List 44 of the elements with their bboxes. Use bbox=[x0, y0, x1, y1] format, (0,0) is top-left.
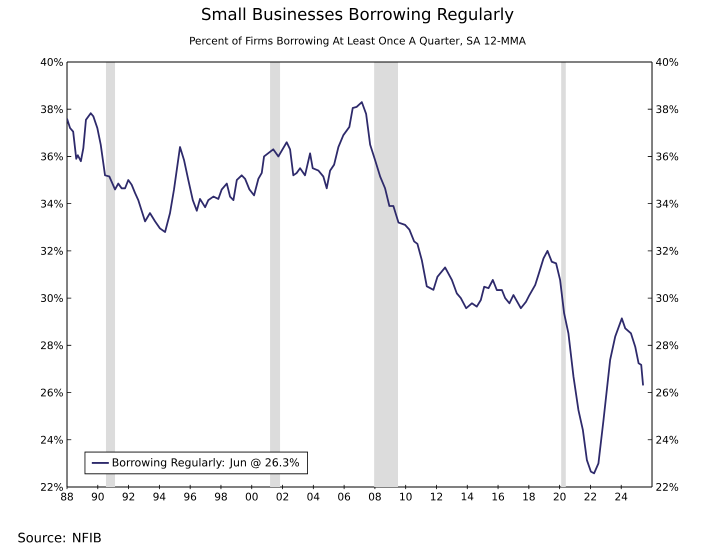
x-tick-label: 00 bbox=[246, 492, 258, 501]
x-tick-label: 90 bbox=[92, 492, 104, 501]
x-tick-label: 04 bbox=[307, 492, 320, 501]
y2-tick-label: 24% bbox=[656, 436, 678, 444]
source-note: Source: NFIB bbox=[18, 532, 101, 542]
x-tick-label: 98 bbox=[214, 492, 227, 501]
x-tick-label: 14 bbox=[462, 492, 474, 500]
x-tick-label: 02 bbox=[276, 492, 288, 501]
y2-tick-label: 34% bbox=[656, 200, 678, 208]
y2-tick-label: 38% bbox=[656, 105, 678, 114]
y-tick-label: 34% bbox=[41, 200, 63, 208]
x-tick-label: 22 bbox=[584, 492, 596, 500]
y-tick-label: 22% bbox=[41, 483, 63, 491]
chart-subtitle: Percent of Firms Borrowing At Least Once A Quarter, SA 12-MMA bbox=[190, 36, 526, 47]
y2-tick-label: 28% bbox=[656, 341, 678, 350]
chart-title: Small Businesses Borrowing Regularly bbox=[202, 8, 514, 24]
y-tick-label: 32% bbox=[41, 246, 63, 255]
x-tick-label: 06 bbox=[338, 492, 350, 501]
x-tick-label: 10 bbox=[400, 492, 412, 501]
y-tick-label: 28% bbox=[41, 341, 63, 350]
x-tick-label: 96 bbox=[184, 492, 196, 501]
y2-tick-label: 26% bbox=[656, 388, 678, 396]
y2-tick-label: 40% bbox=[656, 58, 678, 66]
y-tick-label: 36% bbox=[41, 152, 63, 160]
y-tick-label: 26% bbox=[41, 388, 63, 396]
y2-tick-label: 22% bbox=[656, 483, 678, 491]
legend-label: Borrowing Regularly: Jun @ 26.3% bbox=[112, 458, 299, 469]
y-tick-label: 38% bbox=[41, 105, 63, 114]
x-tick-label: 88 bbox=[61, 492, 73, 501]
x-tick-label: 18 bbox=[523, 492, 535, 501]
x-tick-label: 16 bbox=[492, 492, 504, 501]
x-tick-label: 92 bbox=[122, 492, 134, 501]
x-tick-label: 08 bbox=[368, 492, 381, 501]
y-tick-label: 30% bbox=[41, 294, 63, 302]
x-tick-label: 24 bbox=[615, 492, 628, 500]
y-tick-label: 40% bbox=[40, 58, 63, 66]
line-series bbox=[67, 101, 644, 474]
y2-tick-label: 30% bbox=[656, 294, 678, 302]
y-tick-label: 24% bbox=[41, 436, 63, 444]
x-tick-label: 12 bbox=[430, 492, 442, 500]
y2-tick-label: 32% bbox=[656, 246, 678, 255]
x-tick-label: 20 bbox=[554, 492, 566, 501]
x-tick-label: 94 bbox=[153, 492, 166, 501]
y2-tick-label: 36% bbox=[656, 152, 678, 160]
